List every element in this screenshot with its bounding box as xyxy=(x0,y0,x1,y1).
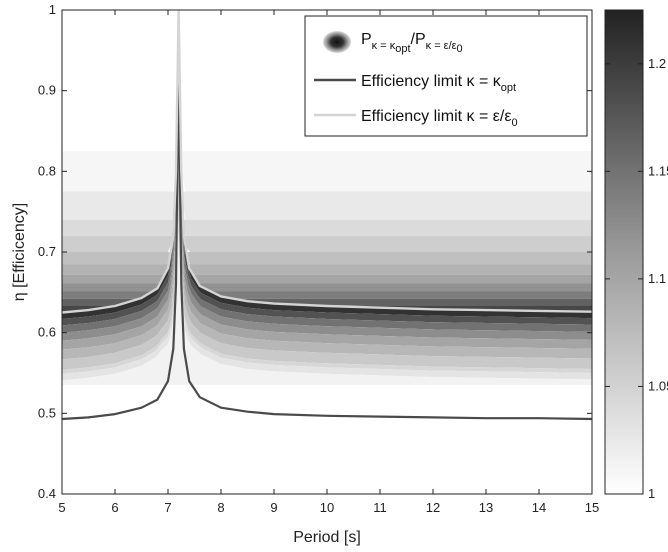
colorbar-tick-label: 1.05 xyxy=(648,378,668,393)
x-tick-label: 7 xyxy=(164,500,171,515)
x-tick-label: 9 xyxy=(270,500,277,515)
y-tick-label: 1 xyxy=(49,2,56,17)
y-tick-label: 0.7 xyxy=(38,244,56,259)
colorbar-tick-label: 1.2 xyxy=(648,56,666,71)
heatmap-band-upper xyxy=(62,151,592,192)
heatmap-band-upper xyxy=(62,298,592,306)
colorbar-tick-label: 1 xyxy=(648,486,655,501)
x-tick-label: 15 xyxy=(585,500,599,515)
heatmap-band-upper xyxy=(62,264,592,275)
heatmap-band-upper xyxy=(62,191,592,220)
x-tick-label: 6 xyxy=(111,500,118,515)
heatmap-band-upper xyxy=(62,291,592,299)
legend-entry-label: Efficiency limit κ = κopt xyxy=(361,73,516,94)
y-axis-label: η [Efficicency] xyxy=(11,203,28,301)
x-tick-label: 12 xyxy=(426,500,440,515)
y-tick-label: 0.4 xyxy=(38,486,56,501)
legend-entry-label: Pκ = κopt/Pκ = ε/ε0 xyxy=(361,31,463,55)
heatmap-contours xyxy=(62,50,592,386)
heatmap-band-upper xyxy=(62,252,592,265)
y-tick-label: 0.9 xyxy=(38,83,56,98)
heatmap-band-upper xyxy=(62,305,592,312)
x-tick-label: 13 xyxy=(479,500,493,515)
colorbar-gradient xyxy=(604,9,644,495)
colorbar: 1 1.05 1.1 1.15 1.2 xyxy=(604,9,668,501)
y-tick-label: 0.5 xyxy=(38,405,56,420)
line-efficiency-limit-kappa-opt xyxy=(62,65,592,421)
y-tick-label: 0.6 xyxy=(38,325,56,340)
x-tick-label: 5 xyxy=(58,500,65,515)
x-tick-label: 8 xyxy=(217,500,224,515)
efficiency-limit-curves xyxy=(62,10,592,421)
legend-entry-label: Efficiency limit κ = ε/ε0 xyxy=(361,108,518,129)
x-tick-label: 10 xyxy=(320,500,334,515)
y-tick-label: 0.8 xyxy=(38,163,56,178)
line-efficiency-limit-kappa-eps xyxy=(62,10,592,314)
heatmap-band-upper xyxy=(62,235,592,252)
y-axis: 0.4 0.5 0.6 0.7 0.8 0.9 1 xyxy=(38,2,592,501)
legend: Pκ = κopt/Pκ = ε/ε0 Efficiency limit κ = … xyxy=(304,15,588,137)
colorbar-tick-label: 1.1 xyxy=(648,271,666,286)
heatmap-band-upper xyxy=(62,283,592,292)
legend-contour-marker xyxy=(323,31,351,53)
colorbar-tick-label: 1.15 xyxy=(648,163,668,178)
x-tick-label: 11 xyxy=(373,500,387,515)
x-axis-label: Period [s] xyxy=(293,529,361,546)
heatmap-band-upper xyxy=(62,219,592,236)
heatmap-band-upper xyxy=(62,274,592,284)
x-axis: 5 6 7 8 9 10 11 12 13 14 15 xyxy=(58,10,599,515)
x-tick-label: 14 xyxy=(532,500,546,515)
